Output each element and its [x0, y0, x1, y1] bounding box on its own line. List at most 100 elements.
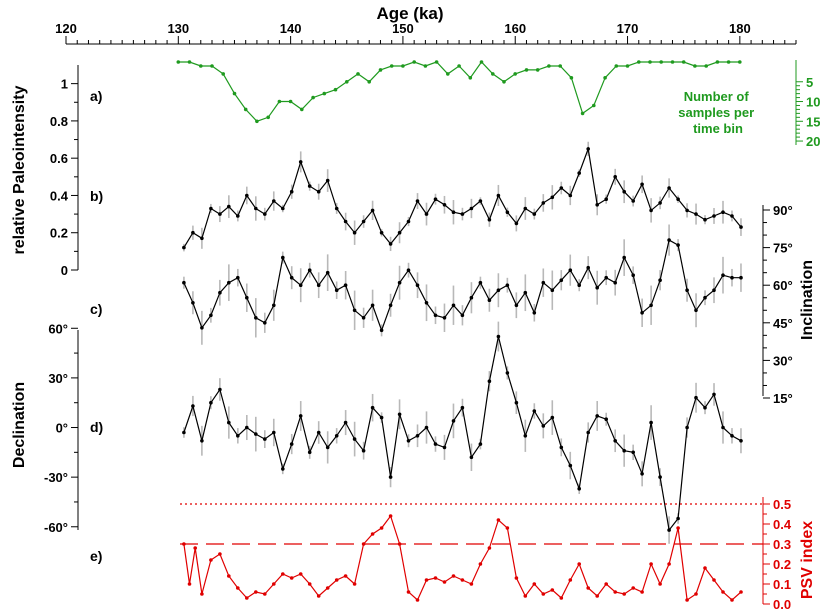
panel-e-data-point	[281, 572, 285, 576]
panel-e-data-point	[442, 580, 447, 584]
panel-d-data-point	[640, 472, 644, 476]
panel-b-data-point	[254, 206, 258, 211]
panel-a-data-point	[221, 72, 225, 76]
panel-a-samples-per-bin: 5 10 15 20	[176, 60, 820, 149]
panel-a-data-point	[311, 95, 315, 100]
panel-e-data-point	[388, 514, 393, 518]
panel-d-series-line	[183, 336, 742, 532]
panel-d-data-point	[370, 405, 375, 410]
panel-d-tick-label: 60°	[48, 321, 68, 336]
top-axis-title: Age (ka)	[376, 4, 443, 23]
panel-a-data-point	[502, 80, 506, 84]
panel-e-data-point	[667, 562, 671, 566]
panel-a-data-point	[288, 99, 293, 104]
panel-d-data-point	[622, 448, 626, 453]
panel-b-data-point	[388, 242, 393, 246]
panel-b-data-point	[415, 199, 420, 203]
panel-a-data-point	[726, 60, 731, 64]
panel-d-tick-label: 30°	[48, 371, 68, 386]
panel-b-data-point	[307, 184, 312, 188]
panel-e-data-point	[227, 574, 231, 578]
panel-c-data-point	[478, 280, 483, 285]
panel-b-data-point	[685, 208, 689, 213]
panel-b-tick-label: 0.4	[50, 188, 69, 203]
panel-b-data-point	[191, 230, 195, 235]
panel-d-data-point	[532, 409, 537, 413]
panel-a-data-point	[401, 64, 405, 68]
panel-d-data-point	[487, 379, 492, 384]
panel-d-data-point	[361, 448, 366, 453]
panel-d-data-point	[613, 439, 617, 443]
panel-a-data-point	[176, 60, 181, 64]
panel-b-data-point	[739, 225, 743, 229]
panel-d-data-point	[694, 395, 698, 400]
panel-d-data-point	[397, 412, 402, 417]
panel-b-data-point	[505, 210, 510, 214]
panel-c-data-point	[451, 303, 456, 308]
panel-d-data-point	[227, 420, 231, 425]
panel-d-data-point	[460, 405, 465, 410]
panel-e-data-point	[649, 562, 653, 566]
panel-d-data-point	[433, 442, 438, 446]
panel-b-data-point	[649, 208, 653, 213]
panel-d-data-point	[325, 445, 330, 450]
panel-b-data-point	[613, 175, 617, 179]
panel-e-data-point	[218, 552, 222, 556]
panel-b-data-point	[622, 189, 626, 194]
panel-b-data-point	[352, 230, 357, 235]
panel-c-data-point	[254, 316, 258, 320]
panel-e-data-point	[631, 586, 635, 590]
panel-d-data-point	[281, 467, 285, 471]
panel-b-data-point	[586, 147, 590, 151]
panel-c-data-point	[415, 283, 420, 288]
panel-d-label: d)	[90, 419, 103, 435]
panel-d-data-point	[406, 439, 411, 443]
panel-a-data-point	[187, 60, 192, 64]
panel-b-data-point	[604, 197, 608, 201]
panel-d-data-point	[272, 430, 276, 435]
panel-d-data-point	[649, 420, 653, 425]
panel-a-data-point	[513, 72, 517, 76]
panel-e-tick-label: 0.0	[773, 597, 791, 612]
panel-c-data-point	[272, 303, 276, 308]
panel-c-label: c)	[90, 301, 102, 317]
panel-e-data-point	[307, 582, 312, 586]
panel-c-data-point	[218, 290, 222, 295]
panel-d-data-point	[469, 455, 474, 460]
panel-c-data-point	[676, 243, 680, 247]
panel-c-data-point	[209, 313, 213, 318]
panel-c-tick-label: 60°	[773, 278, 793, 293]
panel-d-data-point	[541, 424, 546, 428]
panel-d-data-point	[236, 434, 240, 438]
panel-b-data-point	[577, 171, 581, 175]
panel-e-data-point	[406, 590, 411, 594]
panel-b-tick-label: 0.2	[50, 226, 68, 241]
panel-c-data-point	[316, 283, 321, 288]
panel-a-data-point	[524, 68, 529, 72]
panel-a-data-point	[637, 60, 641, 64]
panel-b-data-point	[316, 189, 321, 194]
panel-c-data-point	[460, 313, 465, 318]
panel-e-data-point	[739, 590, 743, 594]
panel-d-data-point	[343, 420, 348, 425]
panel-b-data-point	[272, 199, 276, 203]
panel-b-data-point	[496, 193, 501, 198]
panel-a-tick-label: 10	[806, 95, 820, 110]
panel-c-data-point	[307, 268, 312, 273]
panel-d-data-point	[685, 425, 689, 430]
panel-e-data-point	[316, 594, 321, 598]
panel-e-data-point	[595, 594, 599, 598]
panel-c-tick-label: 30°	[773, 353, 793, 368]
panel-b-data-point	[694, 212, 698, 216]
panel-a-data-point	[367, 80, 372, 84]
panel-a-data-point	[681, 60, 686, 64]
panel-d-data-point	[263, 437, 267, 441]
panel-d-axis-title: Declination	[11, 382, 28, 468]
panel-b-data-point	[397, 230, 402, 235]
panel-a-data-point	[715, 60, 720, 64]
panel-c-data-point	[424, 301, 429, 305]
panel-e-data-point	[487, 546, 492, 550]
panel-c-data-point	[433, 313, 438, 318]
panel-b-data-point	[487, 217, 492, 222]
